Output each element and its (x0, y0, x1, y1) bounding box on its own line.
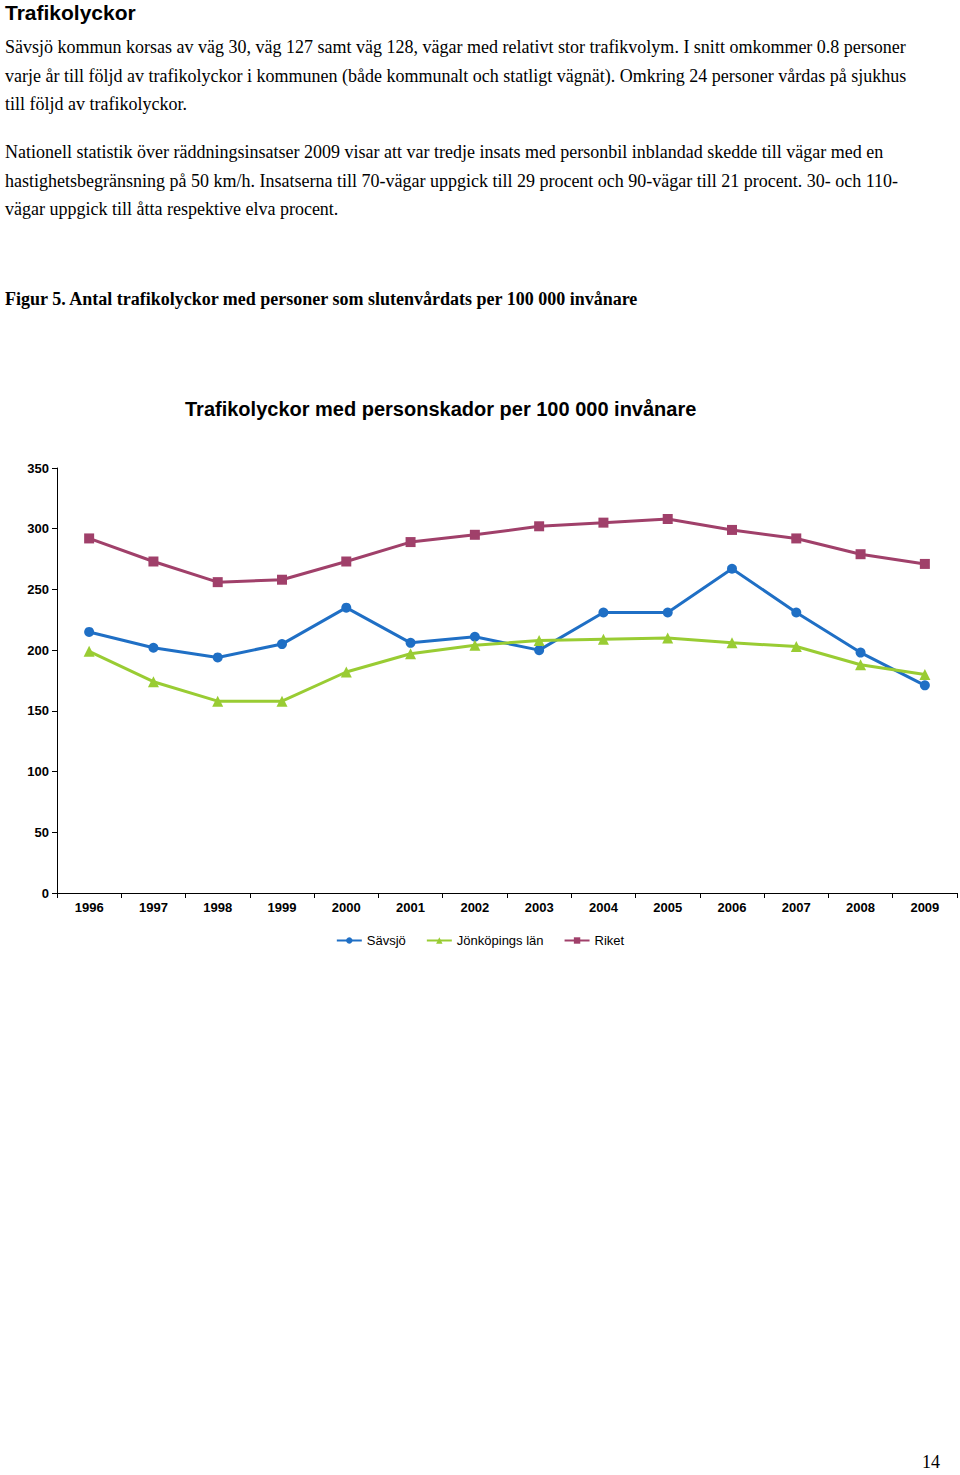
svg-text:2007: 2007 (782, 900, 811, 915)
svg-text:1996: 1996 (75, 900, 104, 915)
svg-text:2009: 2009 (910, 900, 939, 915)
svg-text:2002: 2002 (460, 900, 489, 915)
svg-text:1997: 1997 (139, 900, 168, 915)
svg-text:2003: 2003 (525, 900, 554, 915)
svg-text:1998: 1998 (203, 900, 232, 915)
svg-text:150: 150 (27, 703, 49, 718)
svg-text:1999: 1999 (268, 900, 297, 915)
svg-text:2000: 2000 (332, 900, 361, 915)
svg-text:Jönköpings län: Jönköpings län (457, 933, 544, 948)
svg-text:Trafikolyckor med personskador: Trafikolyckor med personskador per 100 0… (185, 398, 696, 420)
svg-text:250: 250 (27, 582, 49, 597)
svg-text:2008: 2008 (846, 900, 875, 915)
svg-text:350: 350 (27, 461, 49, 476)
html-text:Figur 5. Antal trafikolyckor m: Figur 5. Antal trafikolyckor med persone… (5, 289, 638, 309)
svg-text:2001: 2001 (396, 900, 425, 915)
html-text:Trafikolyckor: Trafikolyckor (5, 1, 136, 24)
html-text:Nationell statistik över räddn: Nationell statistik över räddningsinsats… (5, 142, 899, 219)
svg-text:300: 300 (27, 521, 49, 536)
svg-text:100: 100 (27, 764, 49, 779)
svg-text:0: 0 (42, 886, 49, 901)
svg-text:Sävsjö: Sävsjö (367, 933, 406, 948)
svg-text:2006: 2006 (718, 900, 747, 915)
html-text:14: 14 (922, 1452, 940, 1472)
svg-text:Riket: Riket (595, 933, 625, 948)
svg-text:50: 50 (35, 825, 49, 840)
html-text:Sävsjö kommun korsas av väg 30: Sävsjö kommun korsas av väg 30, väg 127 … (5, 37, 907, 114)
svg-text:2004: 2004 (589, 900, 619, 915)
svg-text:200: 200 (27, 643, 49, 658)
svg-text:2005: 2005 (653, 900, 682, 915)
